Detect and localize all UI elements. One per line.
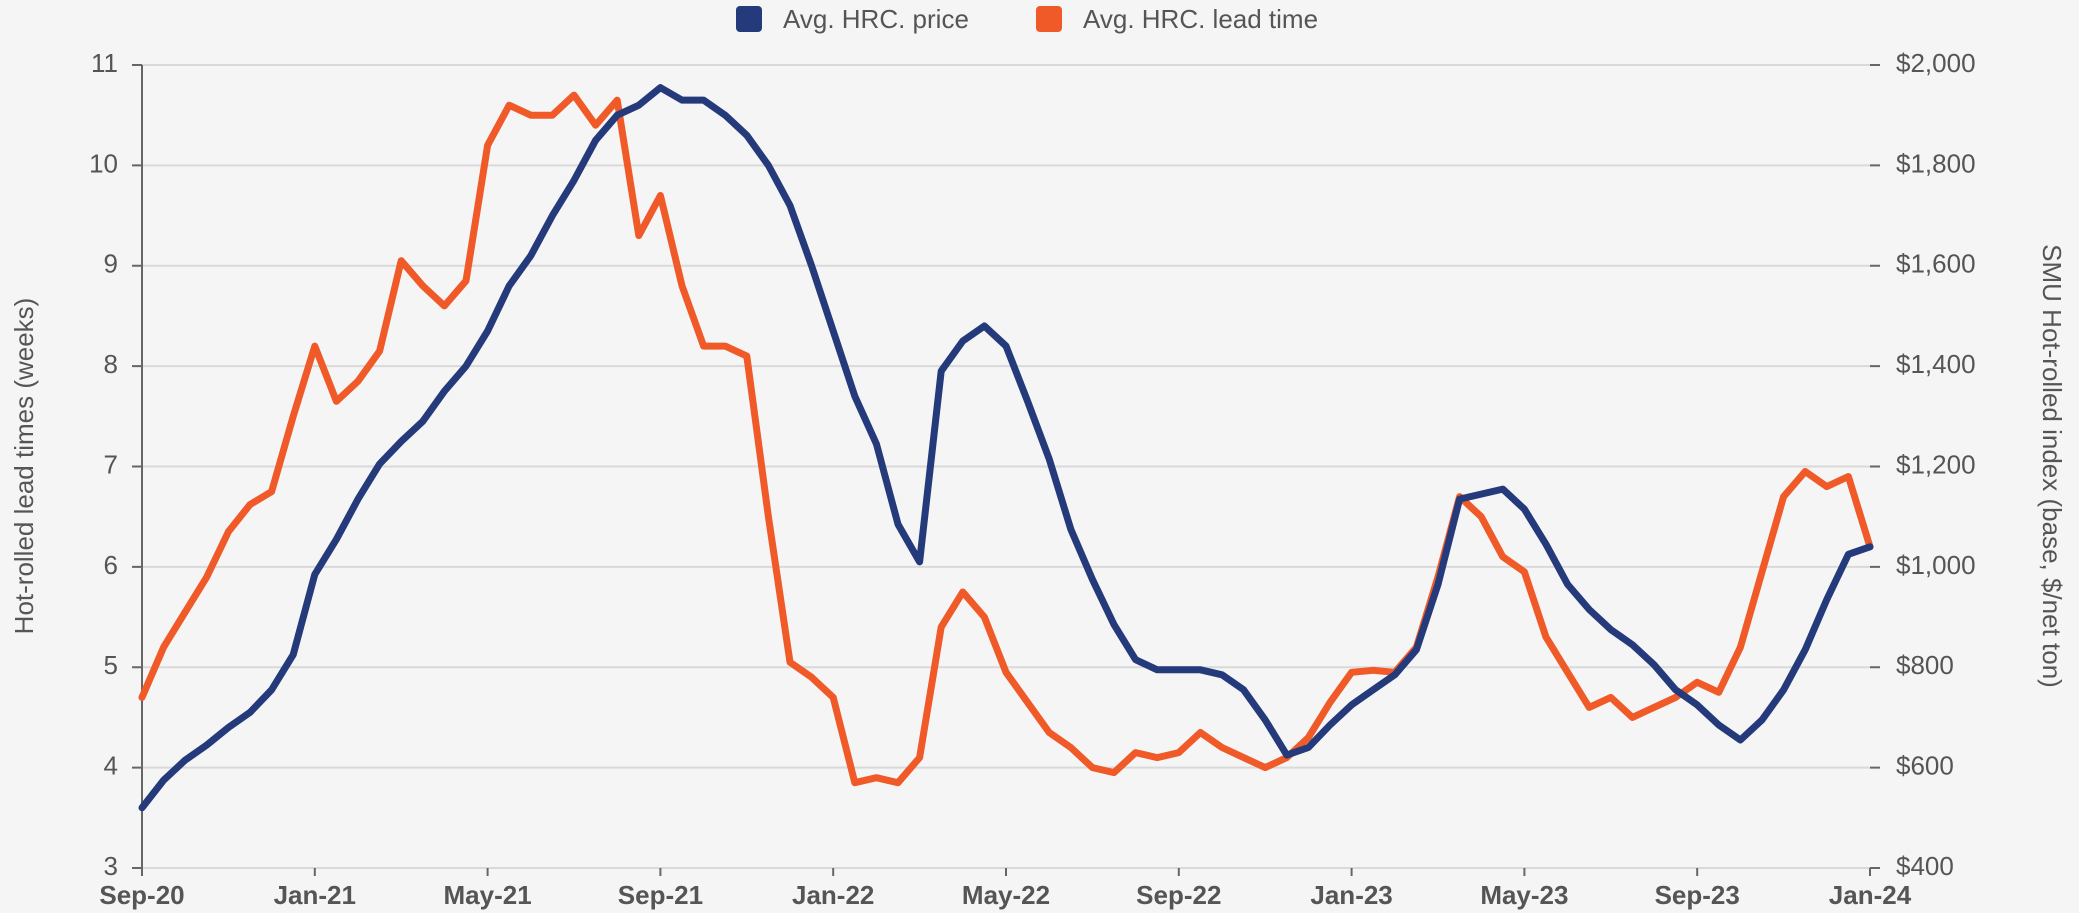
x-tick-label: May-23 (1480, 880, 1568, 910)
x-tick-label: Jan-24 (1829, 880, 1912, 910)
legend-swatch (736, 6, 762, 32)
legend-label: Avg. HRC. lead time (1083, 4, 1318, 34)
x-tick-label: Sep-22 (1136, 880, 1221, 910)
legend-label: Avg. HRC. price (783, 4, 969, 34)
y-tick-label: 9 (104, 249, 118, 279)
x-tick-label: May-21 (444, 880, 532, 910)
y-tick-label: 11 (91, 48, 118, 78)
line-series (138, 91, 1874, 787)
x-tick-label: Sep-20 (99, 880, 184, 910)
y2-tick-label: $600 (1896, 751, 1954, 781)
y-tick-label: 3 (104, 851, 118, 881)
y2-tick-label: $1,800 (1896, 148, 1976, 178)
y2-tick-label: $2,000 (1896, 48, 1976, 78)
legend-swatch (1036, 6, 1062, 32)
x-tick-label: Jan-22 (792, 880, 874, 910)
y2-tick-label: $1,200 (1896, 449, 1976, 479)
y-tick-label: 7 (104, 449, 118, 479)
y-axis-label: Hot-rolled lead times (weeks) (9, 298, 39, 635)
y2-axis-label: SMU Hot-rolled index (base, $/net ton) (2037, 244, 2067, 688)
y-tick-label: 10 (89, 148, 118, 178)
x-tick-label: Sep-23 (1655, 880, 1740, 910)
y-tick-label: 5 (104, 650, 118, 680)
y-tick-label: 6 (104, 550, 118, 580)
line-series (138, 84, 1874, 812)
y2-tick-label: $800 (1896, 650, 1954, 680)
y-tick-label: 8 (104, 349, 118, 379)
x-tick-label: May-22 (962, 880, 1050, 910)
x-tick-label: Sep-21 (618, 880, 703, 910)
y2-tick-label: $1,600 (1896, 249, 1976, 279)
y-tick-label: 4 (104, 751, 118, 781)
x-tick-label: Jan-21 (274, 880, 356, 910)
y2-tick-label: $1,400 (1896, 349, 1976, 379)
x-tick-label: Jan-23 (1310, 880, 1392, 910)
y2-tick-label: $400 (1896, 851, 1954, 881)
y2-tick-label: $1,000 (1896, 550, 1976, 580)
